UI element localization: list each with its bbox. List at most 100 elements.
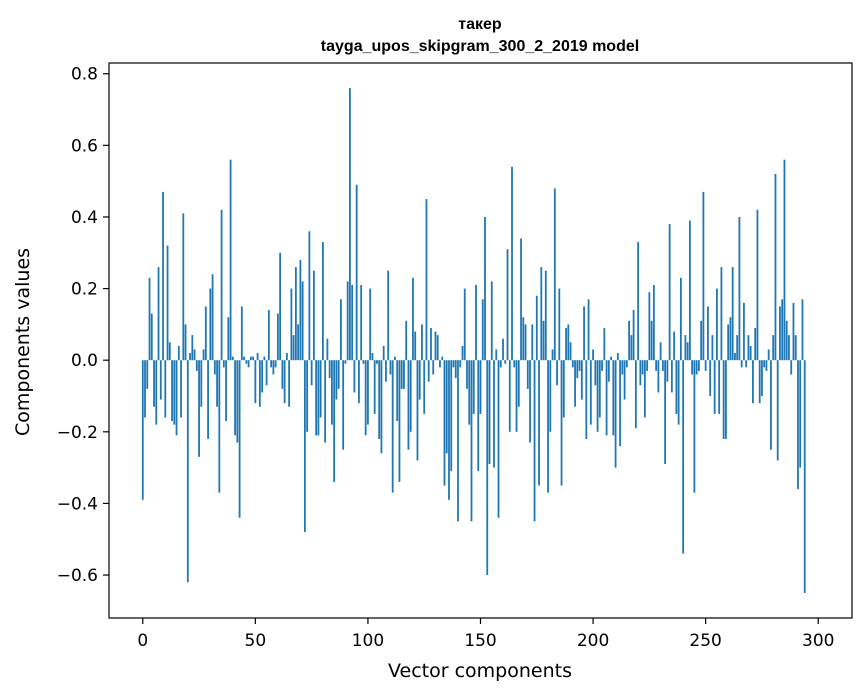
bar <box>326 338 329 361</box>
bar <box>421 324 423 361</box>
bar <box>502 338 504 361</box>
bar <box>252 356 254 361</box>
bar <box>308 231 311 361</box>
bar <box>261 360 263 393</box>
bar <box>560 360 563 486</box>
bar <box>267 310 270 361</box>
bar <box>571 360 574 368</box>
bar <box>603 327 606 361</box>
bar <box>439 360 441 368</box>
bar <box>409 360 412 432</box>
bar <box>461 345 464 361</box>
bar <box>162 191 164 361</box>
bar <box>758 360 761 404</box>
bar <box>779 306 781 361</box>
bar <box>707 306 709 361</box>
x-tick-label: 150 <box>464 631 496 651</box>
bar <box>529 360 531 443</box>
bar <box>565 327 567 361</box>
y-axis-label: Components values <box>12 248 34 436</box>
bar <box>362 360 365 364</box>
bar <box>479 360 482 414</box>
bar <box>238 360 241 518</box>
bar <box>434 331 437 361</box>
y-tick-label: −0.4 <box>57 494 98 514</box>
bar <box>684 335 687 361</box>
bar <box>657 360 660 393</box>
bar <box>173 360 176 425</box>
x-axis-ticks: 0 50 100 150 200 250 300 <box>137 618 834 651</box>
bar <box>202 349 205 361</box>
bar <box>576 360 579 379</box>
bar <box>380 360 383 454</box>
bar <box>477 360 480 472</box>
bar <box>592 349 594 361</box>
bar <box>247 360 250 368</box>
bar <box>761 360 763 396</box>
bar <box>279 252 282 361</box>
bar <box>452 360 455 368</box>
bar <box>371 353 374 361</box>
bar <box>344 360 347 364</box>
bar <box>349 88 351 361</box>
bar <box>256 353 259 361</box>
x-tick-label: 250 <box>689 631 721 651</box>
bar <box>686 342 689 361</box>
bar <box>558 288 561 361</box>
bar <box>716 288 718 361</box>
bar <box>610 356 612 361</box>
bars-group <box>141 88 806 593</box>
bar <box>522 317 525 361</box>
bar <box>652 285 655 361</box>
bar <box>412 277 414 361</box>
bar <box>772 335 775 361</box>
bar <box>306 360 309 432</box>
bar <box>531 324 534 361</box>
bar <box>740 360 743 368</box>
bar <box>763 360 766 368</box>
bar <box>141 360 144 500</box>
bar <box>200 360 203 407</box>
bar <box>481 299 484 361</box>
bar <box>508 360 511 432</box>
bar <box>673 331 676 361</box>
bar <box>290 288 293 361</box>
bar <box>580 360 583 400</box>
bar <box>463 288 466 361</box>
bar <box>270 360 273 368</box>
bar <box>272 360 275 375</box>
bar <box>578 360 581 371</box>
bar <box>704 360 707 371</box>
bar <box>542 320 545 361</box>
bar <box>547 360 549 493</box>
bar <box>400 360 403 389</box>
bar <box>394 356 396 361</box>
bar <box>157 267 160 361</box>
bar <box>540 267 543 361</box>
bar <box>265 360 268 386</box>
bar <box>695 360 698 375</box>
bar <box>186 360 189 583</box>
bar <box>369 288 372 361</box>
x-tick-label: 50 <box>245 631 267 651</box>
bar <box>367 360 369 425</box>
bar <box>331 360 333 425</box>
bar <box>184 324 187 361</box>
bar <box>364 360 367 436</box>
bar <box>360 285 363 361</box>
y-tick-label: 0.2 <box>71 280 98 300</box>
bar <box>335 360 338 400</box>
bar <box>182 213 185 361</box>
bar <box>745 360 748 368</box>
bar <box>159 360 162 400</box>
bar <box>574 360 576 407</box>
bar <box>668 224 671 361</box>
bar <box>803 360 806 593</box>
bar <box>495 349 498 361</box>
bar <box>535 295 538 361</box>
bar <box>292 335 295 361</box>
bar <box>351 285 354 361</box>
bar <box>794 335 797 361</box>
bar <box>274 360 277 368</box>
